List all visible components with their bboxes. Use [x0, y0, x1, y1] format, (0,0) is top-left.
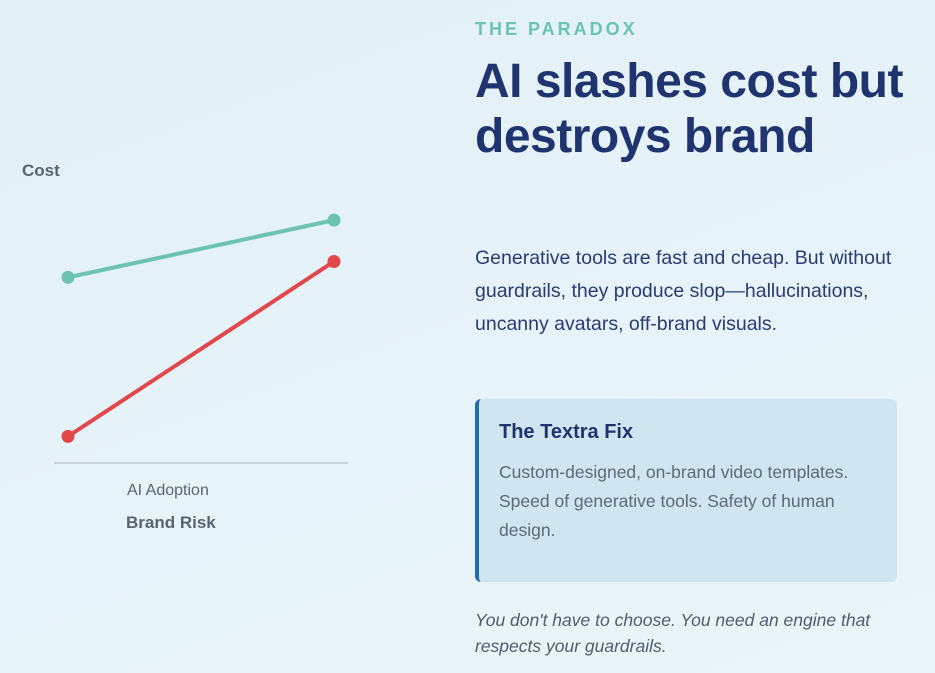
fix-card-title: The Textra Fix	[499, 421, 634, 443]
section-body: Generative tools are fast and cheap. But…	[475, 247, 892, 335]
page-title: AI slashes cost but destroys brand	[475, 55, 903, 163]
cost-risk-chart: Cost AI Adoption Brand Risk	[0, 0, 430, 673]
section-eyebrow: THE PARADOX	[475, 19, 638, 39]
chart-y-axis-label: Cost	[22, 161, 60, 180]
series-1-point-2	[327, 213, 341, 227]
textra-fix-card: The Textra Fix Custom-designed, on-brand…	[475, 399, 897, 582]
chart-x-axis-secondary-label: Brand Risk	[126, 513, 216, 532]
section-footnote: You don't have to choose. You need an en…	[475, 610, 871, 656]
chart-plot-area	[54, 213, 348, 464]
series-1-point-1	[61, 270, 75, 284]
series-2-point-2	[327, 254, 341, 268]
series-line-1	[66, 218, 336, 280]
series-2-point-1	[61, 429, 75, 443]
series-line-2	[66, 259, 336, 439]
fix-card-text: Custom-designed, on-brand video template…	[499, 462, 849, 540]
chart-x-axis-label: AI Adoption	[127, 482, 209, 499]
